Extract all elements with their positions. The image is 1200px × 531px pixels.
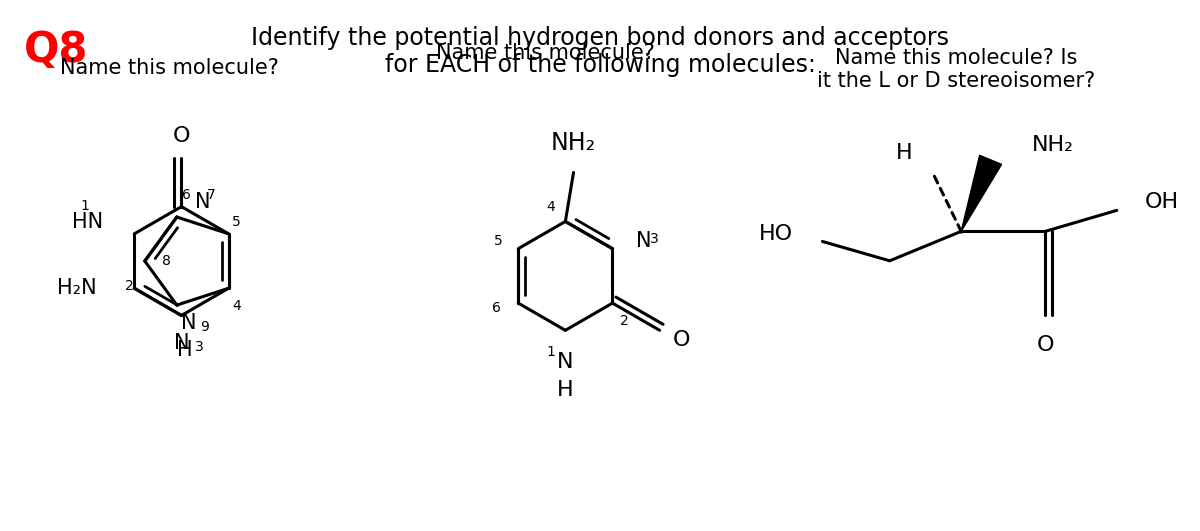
Text: O: O [1037,335,1054,355]
Text: 1: 1 [80,199,89,213]
Text: NH₂: NH₂ [1032,135,1074,155]
Text: HN: HN [72,212,103,232]
Text: 5: 5 [232,215,241,229]
Text: H₂N: H₂N [58,278,97,298]
Text: 4: 4 [546,200,554,213]
Text: H: H [557,380,574,400]
Text: Name this molecule? Is
it the L or D stereoisomer?: Name this molecule? Is it the L or D ste… [817,48,1096,91]
Text: 1: 1 [546,345,554,359]
Text: 3: 3 [194,340,204,354]
Text: Name this molecule?: Name this molecule? [60,58,278,78]
Text: 4: 4 [232,299,241,313]
Text: O: O [673,330,690,350]
Text: H: H [176,340,192,359]
Text: N: N [174,333,190,353]
Text: 5: 5 [494,234,503,248]
Text: Identify the potential hydrogen bond donors and acceptors
for EACH of the follow: Identify the potential hydrogen bond don… [251,25,949,78]
Text: Q8: Q8 [24,29,89,71]
Text: OH: OH [1145,192,1178,212]
Text: HO: HO [758,224,793,244]
Text: NH₂: NH₂ [551,131,596,155]
Text: 2: 2 [620,314,629,328]
Text: N: N [194,192,210,212]
Text: 8: 8 [162,254,172,268]
Text: 9: 9 [200,320,209,334]
Text: N: N [181,313,197,333]
Text: 3: 3 [649,232,659,246]
Text: N: N [557,352,574,372]
Polygon shape [961,156,1002,232]
Text: O: O [173,126,190,146]
Text: 6: 6 [492,301,500,315]
Text: 7: 7 [208,189,216,202]
Text: 2: 2 [125,279,133,293]
Text: Name this molecule?: Name this molecule? [436,44,655,63]
Text: 6: 6 [182,188,191,202]
Text: H: H [895,143,912,163]
Text: N: N [636,231,652,251]
